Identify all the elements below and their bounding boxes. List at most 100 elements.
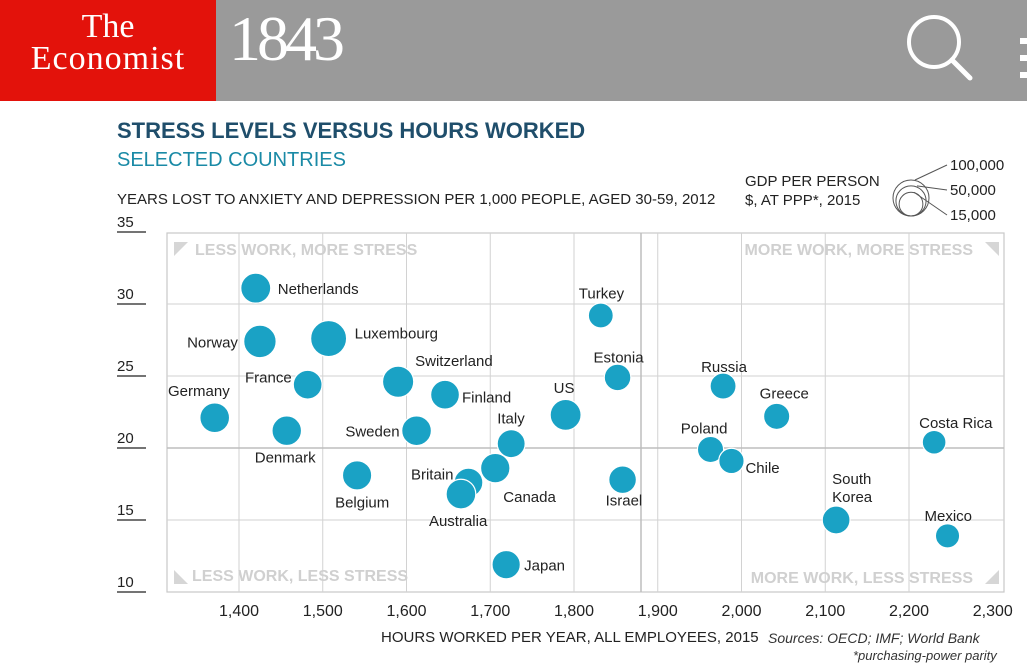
- size-legend-label: 100,000: [950, 157, 1004, 174]
- brand-1843[interactable]: 1843: [229, 3, 345, 74]
- bubble-label: Italy: [497, 411, 525, 428]
- bubble-germany: [199, 402, 231, 434]
- logo-line2: Economist: [30, 40, 186, 77]
- quadrant-arrow-top-left: [174, 242, 188, 256]
- bubble-label: Sweden: [345, 424, 399, 441]
- y-tick-label: 35: [117, 214, 134, 231]
- size-legend-label: 15,000: [950, 207, 996, 224]
- bubble-canada: [479, 452, 511, 484]
- bubble-mexico: [934, 523, 961, 549]
- top-bar: The Economist 1843: [0, 0, 1027, 101]
- bubble-label: US: [554, 380, 575, 397]
- quadrant-label-top-right: MORE WORK, MORE STRESS: [745, 242, 974, 259]
- bubble-costa-rica: [921, 429, 947, 455]
- bubble-label: Israel: [606, 493, 643, 510]
- quadrant-arrow-top-right: [985, 242, 999, 256]
- y-axis-title: YEARS LOST TO ANXIETY AND DEPRESSION PER…: [117, 191, 716, 208]
- size-legend-label: 50,000: [950, 182, 996, 199]
- quadrant-label-bottom-right: MORE WORK, LESS STRESS: [751, 570, 974, 587]
- search-button[interactable]: [900, 10, 980, 90]
- logo-line1: The: [81, 8, 135, 45]
- x-tick-label: 2,300: [973, 603, 1013, 620]
- y-tick-label: 15: [117, 502, 134, 519]
- size-legend-title-line2: $, AT PPP*, 2015: [745, 192, 861, 209]
- bubble-norway: [243, 324, 277, 359]
- bubble-label: Costa Rica: [919, 415, 993, 432]
- bubble-label: South: [832, 471, 871, 488]
- bubble-label: Norway: [187, 334, 238, 351]
- quadrant-label-top-left: LESS WORK, MORE STRESS: [195, 242, 418, 259]
- y-tick-label: 30: [117, 286, 134, 303]
- bubble-poland: [696, 435, 725, 464]
- bubble-chile: [718, 447, 745, 475]
- footnote: *purchasing-power parity: [853, 648, 997, 663]
- bubble-label: Finland: [462, 390, 511, 407]
- bubble-russia: [709, 372, 737, 400]
- bubble-israel: [608, 465, 638, 495]
- x-tick-label: 1,600: [386, 603, 426, 620]
- bubble-label: Canada: [503, 489, 556, 506]
- bubble-turkey: [587, 302, 614, 329]
- bubble-label: Greece: [760, 385, 809, 402]
- search-icon: [907, 15, 973, 81]
- x-tick-label: 1,500: [303, 603, 343, 620]
- x-tick-label: 1,800: [554, 603, 594, 620]
- y-tick-label: 20: [117, 430, 134, 447]
- size-legend-leader: [916, 185, 948, 191]
- bubble-label: Britain: [411, 467, 454, 484]
- bubble-south-korea: [821, 505, 851, 535]
- economist-logo[interactable]: The Economist: [0, 0, 216, 101]
- bubble-label: Turkey: [579, 286, 625, 303]
- x-tick-label: 1,400: [219, 603, 259, 620]
- menu-icon: [1020, 38, 1027, 78]
- menu-button[interactable]: [1010, 38, 1027, 78]
- bubble-label: Russia: [701, 359, 748, 376]
- size-legend-title: GDP PER PERSON $, AT PPP*, 2015: [745, 172, 880, 210]
- quadrant-arrow-bottom-left: [174, 570, 188, 584]
- plot-frame: [166, 232, 1005, 593]
- bubble-belgium: [341, 460, 373, 491]
- x-tick-label: 1,900: [638, 603, 678, 620]
- bubble-netherlands: [240, 272, 272, 304]
- quadrant-label-bottom-left: LESS WORK, LESS STRESS: [192, 568, 408, 585]
- bubble-label: Denmark: [255, 450, 316, 467]
- bubble-sweden: [401, 415, 433, 447]
- bubble-label: Belgium: [335, 494, 389, 511]
- bubble-label: Poland: [681, 420, 728, 437]
- bubble-denmark: [271, 415, 303, 447]
- bubble-finland: [430, 379, 461, 410]
- y-tick-label: 25: [117, 358, 134, 375]
- bubble-estonia: [603, 363, 632, 392]
- size-legend-title-line1: GDP PER PERSON: [745, 173, 880, 190]
- bubble-switzerland: [381, 365, 415, 398]
- bubble-label: Chile: [745, 460, 779, 477]
- bubble-greece: [762, 402, 791, 431]
- bubble-label: Luxembourg: [355, 326, 438, 343]
- size-legend-leader: [914, 164, 948, 181]
- bubble-japan: [491, 549, 521, 580]
- y-tick-label: 10: [117, 574, 134, 591]
- bubble-us: [549, 398, 582, 431]
- bubble-label: Mexico: [925, 508, 973, 525]
- x-tick-label: 1,700: [470, 603, 510, 620]
- bubble-france: [292, 369, 323, 400]
- quadrant-arrow-bottom-right: [985, 570, 999, 584]
- x-tick-label: 2,000: [721, 603, 761, 620]
- chart-title: STRESS LEVELS VERSUS HOURS WORKED: [117, 118, 586, 143]
- bubble-italy: [496, 429, 526, 459]
- x-tick-label: 2,100: [805, 603, 845, 620]
- bubble-label: Japan: [524, 558, 565, 575]
- chart-subtitle: SELECTED COUNTRIES: [117, 149, 346, 171]
- sources-note: Sources: OECD; IMF; World Bank: [768, 630, 980, 646]
- bubble-luxembourg: [310, 319, 348, 358]
- size-legend-circle: [895, 185, 927, 217]
- size-legend-leader: [913, 191, 948, 216]
- size-legend-circle: [898, 191, 924, 217]
- bubble-label: Netherlands: [278, 281, 359, 298]
- bubble-label: Estonia: [594, 349, 645, 366]
- bubble-label: Korea: [832, 489, 873, 506]
- bubble-label: Switzerland: [415, 353, 493, 370]
- bubble-australia: [445, 478, 477, 510]
- x-tick-label: 2,200: [889, 603, 929, 620]
